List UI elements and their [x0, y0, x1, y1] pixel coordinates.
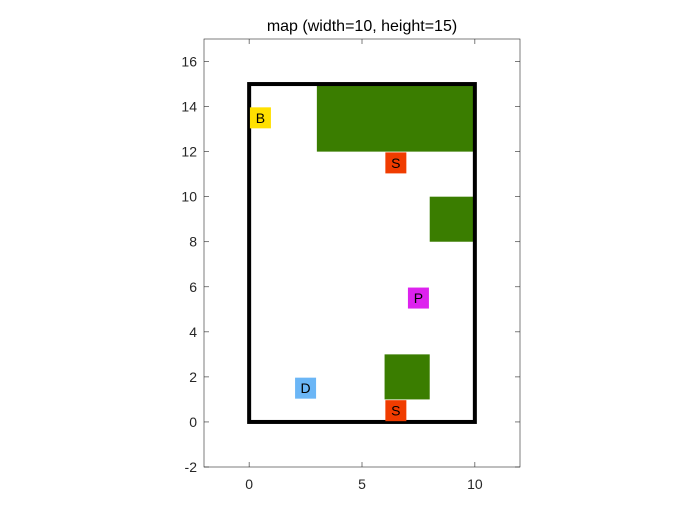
marker-label-D-4: D	[301, 380, 311, 396]
chart-title: map (width=10, height=15)	[267, 18, 457, 35]
x-tick-label: 5	[358, 476, 366, 492]
map-boundary	[247, 82, 477, 424]
y-tick-label: 10	[181, 189, 197, 205]
y-tick-label: 0	[189, 414, 197, 430]
obstacle-block-1	[316, 84, 475, 152]
obstacles-layer	[316, 84, 475, 400]
marker-label-P-3: P	[414, 290, 423, 306]
obstacle-block-2	[429, 196, 475, 242]
y-tick-label: 4	[189, 324, 197, 340]
marker-B-1	[249, 107, 271, 129]
marker-P-3	[407, 287, 429, 309]
y-tick-label: 12	[181, 144, 197, 160]
marker-S-5	[385, 400, 407, 422]
marker-label-B-1: B	[256, 110, 265, 126]
x-tick-label: 0	[245, 476, 253, 492]
y-tick-label: -2	[185, 459, 198, 475]
marker-D-4	[295, 377, 317, 399]
y-tick-label: 6	[189, 279, 197, 295]
markers-layer: B S P D S	[249, 107, 429, 422]
marker-label-S-5: S	[391, 403, 400, 419]
y-tick-label: 14	[181, 99, 197, 115]
y-tick-label: 16	[181, 54, 197, 70]
obstacle-block-3	[384, 354, 430, 400]
axes-layer: 0 5 10 -2 0 2 4 6 8 10 12 14 16	[181, 39, 520, 492]
y-tick-label: 2	[189, 369, 197, 385]
y-tick-label: 8	[189, 234, 197, 250]
marker-S-2	[385, 152, 407, 174]
marker-label-S-2: S	[391, 155, 400, 171]
boundary-layer	[247, 82, 477, 424]
x-tick-label: 10	[467, 476, 483, 492]
